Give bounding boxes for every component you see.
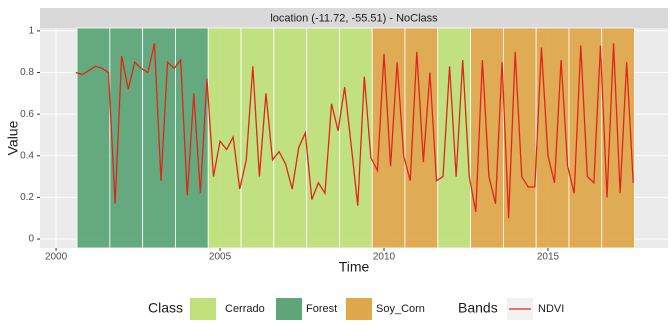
- class-interval: [306, 27, 340, 249]
- y-tick-label: 0.4: [20, 150, 34, 161]
- y-tick-label: 0: [28, 234, 34, 245]
- ndvi-line: [75, 43, 634, 219]
- class-interval: [207, 27, 242, 249]
- legend-key: [346, 298, 372, 320]
- class-interval: [339, 27, 373, 249]
- y-tick-label: 0.8: [20, 67, 34, 78]
- legend-label: Soy_Corn: [376, 303, 425, 315]
- y-axis-label: Value: [5, 120, 21, 155]
- x-tick-label: 2000: [45, 252, 68, 263]
- legend-label: Forest: [306, 303, 337, 315]
- legend-title: Class: [148, 300, 183, 316]
- class-interval: [273, 27, 308, 249]
- strip: [40, 8, 668, 28]
- legend-key: [276, 298, 302, 320]
- legend-key: [190, 298, 216, 320]
- x-tick-label: 2010: [373, 252, 396, 263]
- class-interval: [109, 27, 144, 249]
- class-interval: [535, 27, 570, 249]
- class-interval: [76, 27, 111, 249]
- legend-label: NDVI: [538, 303, 564, 315]
- x-tick-label: 2015: [537, 252, 560, 263]
- legend-title: Bands: [458, 300, 498, 316]
- strip-title: location (-11.72, -55.51) - NoClass: [270, 12, 438, 24]
- y-tick-label: 0.2: [20, 192, 34, 203]
- x-axis-label: Time: [339, 259, 370, 275]
- class-interval: [175, 27, 209, 249]
- y-tick-label: 1: [28, 26, 34, 37]
- x-tick-label: 2005: [209, 252, 232, 263]
- y-tick-label: 0.6: [20, 109, 34, 120]
- legend-label: Cerrado: [225, 303, 265, 315]
